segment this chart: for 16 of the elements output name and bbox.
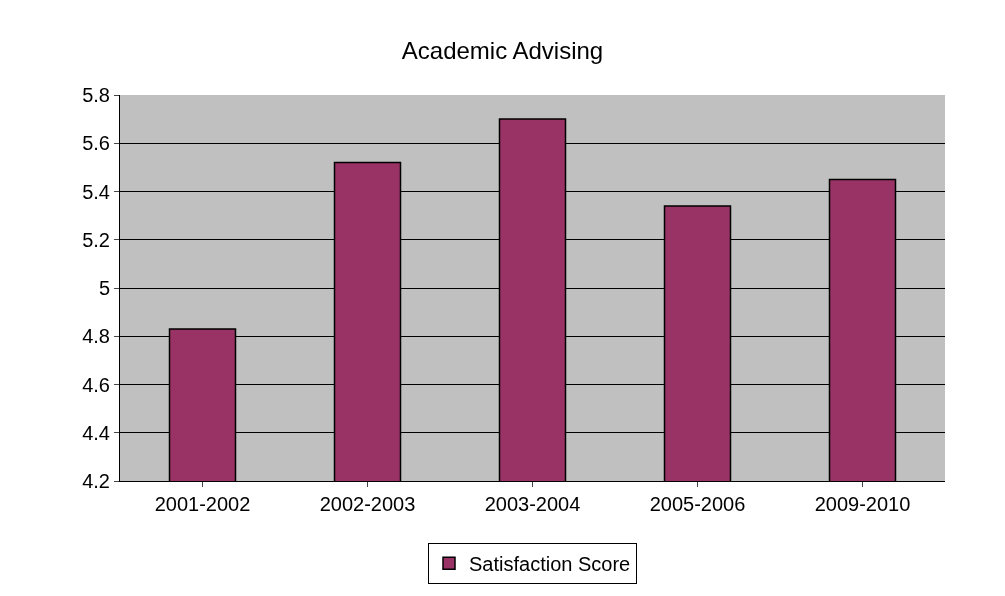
- y-tick-label: 5.4: [82, 180, 110, 203]
- y-tick-label: 4.4: [82, 421, 110, 444]
- x-tick-label: 2005-2006: [649, 493, 746, 515]
- x-tick-label: 2001-2002: [154, 493, 251, 515]
- y-tick-label: 4.8: [82, 325, 110, 348]
- y-tick-label: 5.8: [82, 84, 110, 106]
- y-tick-label: 4.2: [82, 470, 110, 492]
- legend-label: Satisfaction Score: [469, 553, 631, 576]
- y-tick-label: 5: [98, 277, 110, 299]
- x-tick-label: 2003-2004: [484, 493, 581, 515]
- y-tick-label: 4.6: [82, 373, 110, 396]
- chart-title: Academic Advising: [401, 36, 604, 64]
- x-tick-label: 2009-2010: [814, 493, 911, 515]
- x-tick-label: 2002-2003: [319, 493, 416, 515]
- y-tick-label: 5.2: [82, 228, 110, 251]
- y-tick-label: 5.6: [82, 132, 110, 155]
